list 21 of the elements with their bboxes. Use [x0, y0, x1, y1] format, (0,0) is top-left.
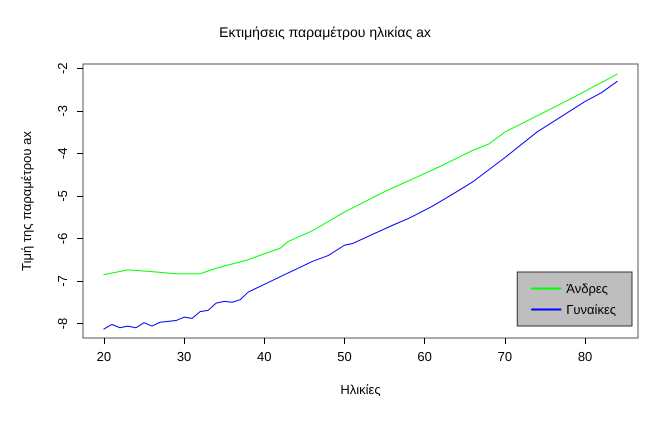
y-tick-label: -8 [55, 318, 70, 330]
y-tick-label: -4 [55, 148, 70, 160]
x-tick-label: 50 [337, 349, 352, 364]
x-tick-label: 40 [257, 349, 272, 364]
x-tick-label: 60 [417, 349, 432, 364]
x-tick-label: 20 [96, 349, 112, 364]
chart-title: Εκτιμήσεις παραμέτρου ηλικίας ax [219, 24, 431, 40]
x-tick-label: 80 [578, 349, 592, 364]
y-tick-label: -2 [55, 62, 70, 74]
line-series [103, 74, 618, 276]
y-tick-label: -3 [55, 105, 70, 117]
line-series [103, 80, 618, 330]
legend-label: Γυναίκες [566, 302, 616, 317]
x-axis-title: Ηλικίες [340, 382, 381, 397]
y-tick-label: -5 [55, 190, 70, 202]
y-tick-label: -7 [55, 275, 70, 287]
x-tick-label: 70 [498, 349, 512, 364]
x-tick-label: 30 [176, 349, 192, 364]
y-axis-title: Τιμή της παραμέτρου ax [19, 130, 34, 271]
y-tick-label: -6 [55, 232, 70, 244]
legend-label: Άνδρες [566, 281, 608, 296]
